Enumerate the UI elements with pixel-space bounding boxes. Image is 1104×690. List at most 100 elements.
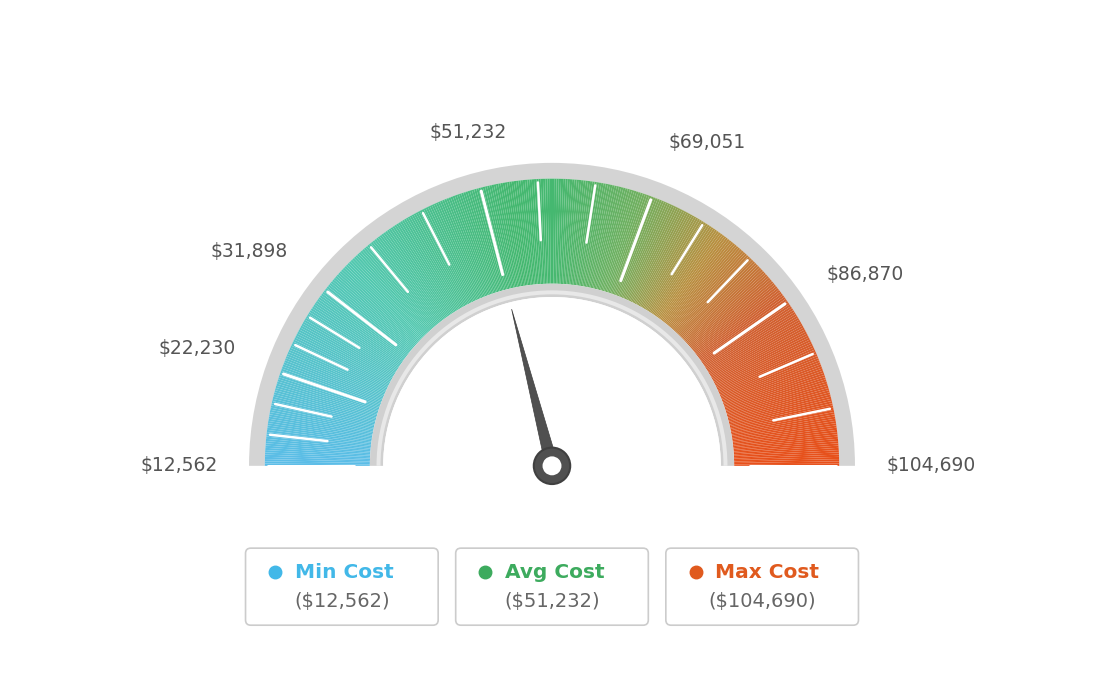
Wedge shape — [601, 189, 630, 290]
Wedge shape — [734, 453, 839, 459]
Wedge shape — [646, 220, 702, 310]
Wedge shape — [291, 344, 388, 390]
Wedge shape — [438, 201, 481, 299]
Wedge shape — [618, 198, 658, 297]
Text: $12,562: $12,562 — [140, 456, 217, 475]
Wedge shape — [266, 437, 371, 448]
Wedge shape — [331, 281, 413, 350]
Wedge shape — [705, 312, 796, 369]
Wedge shape — [643, 217, 697, 308]
Wedge shape — [329, 283, 412, 351]
Wedge shape — [726, 386, 828, 416]
Wedge shape — [444, 199, 485, 297]
Wedge shape — [274, 392, 376, 420]
Wedge shape — [296, 333, 391, 383]
Wedge shape — [681, 263, 756, 338]
Wedge shape — [677, 257, 751, 334]
Wedge shape — [732, 421, 836, 439]
Text: ($104,690): ($104,690) — [709, 592, 816, 611]
Wedge shape — [322, 292, 407, 357]
Wedge shape — [305, 317, 396, 373]
Wedge shape — [733, 439, 838, 450]
Wedge shape — [275, 390, 376, 419]
Wedge shape — [622, 201, 664, 298]
Wedge shape — [673, 252, 745, 331]
Wedge shape — [357, 253, 429, 332]
Wedge shape — [432, 204, 477, 300]
Wedge shape — [732, 423, 837, 440]
Wedge shape — [368, 244, 436, 326]
Wedge shape — [719, 352, 817, 395]
Wedge shape — [593, 186, 619, 288]
Text: $86,870: $86,870 — [827, 266, 904, 284]
Wedge shape — [650, 224, 710, 314]
Wedge shape — [559, 179, 565, 284]
Wedge shape — [429, 205, 476, 301]
Wedge shape — [731, 410, 835, 432]
Wedge shape — [528, 179, 538, 284]
Wedge shape — [734, 446, 839, 455]
Wedge shape — [265, 443, 371, 453]
Wedge shape — [591, 185, 615, 288]
Wedge shape — [670, 248, 741, 328]
Wedge shape — [734, 457, 839, 462]
Wedge shape — [548, 179, 551, 284]
Wedge shape — [626, 203, 670, 300]
Wedge shape — [270, 406, 374, 429]
Wedge shape — [715, 339, 811, 387]
Wedge shape — [386, 230, 448, 317]
Wedge shape — [563, 179, 572, 284]
Wedge shape — [273, 399, 375, 425]
Wedge shape — [289, 348, 386, 392]
Wedge shape — [699, 295, 784, 359]
Wedge shape — [580, 182, 597, 286]
Wedge shape — [691, 281, 773, 350]
Wedge shape — [396, 224, 455, 313]
Wedge shape — [537, 179, 543, 284]
Wedge shape — [724, 371, 824, 407]
Polygon shape — [26, 466, 1078, 690]
Wedge shape — [672, 250, 744, 331]
Wedge shape — [704, 308, 794, 367]
Wedge shape — [679, 259, 754, 336]
FancyBboxPatch shape — [456, 548, 648, 625]
Wedge shape — [692, 283, 775, 351]
Text: $51,232: $51,232 — [429, 123, 507, 142]
Wedge shape — [728, 390, 829, 419]
Wedge shape — [722, 362, 820, 402]
Wedge shape — [707, 314, 797, 371]
Wedge shape — [399, 222, 456, 312]
Wedge shape — [320, 295, 405, 359]
Wedge shape — [265, 453, 370, 459]
Wedge shape — [530, 179, 539, 284]
Wedge shape — [310, 308, 400, 367]
Wedge shape — [715, 337, 810, 386]
Wedge shape — [407, 217, 461, 308]
Wedge shape — [270, 408, 373, 431]
Wedge shape — [614, 195, 651, 295]
Wedge shape — [694, 286, 777, 353]
FancyBboxPatch shape — [245, 548, 438, 625]
Wedge shape — [724, 373, 825, 408]
Wedge shape — [287, 354, 384, 396]
Wedge shape — [487, 186, 512, 288]
Wedge shape — [676, 255, 749, 333]
Wedge shape — [440, 201, 482, 298]
Wedge shape — [662, 237, 728, 322]
Wedge shape — [265, 462, 370, 464]
Wedge shape — [480, 187, 508, 289]
Wedge shape — [522, 180, 534, 285]
Wedge shape — [265, 450, 370, 457]
Wedge shape — [657, 231, 719, 317]
Wedge shape — [288, 350, 385, 393]
Wedge shape — [359, 252, 431, 331]
Wedge shape — [511, 181, 528, 286]
Wedge shape — [302, 322, 394, 375]
Wedge shape — [293, 342, 388, 388]
Wedge shape — [272, 403, 374, 428]
Wedge shape — [415, 212, 467, 306]
Wedge shape — [689, 276, 768, 346]
Wedge shape — [453, 195, 490, 295]
Wedge shape — [374, 239, 440, 323]
Wedge shape — [491, 185, 516, 288]
